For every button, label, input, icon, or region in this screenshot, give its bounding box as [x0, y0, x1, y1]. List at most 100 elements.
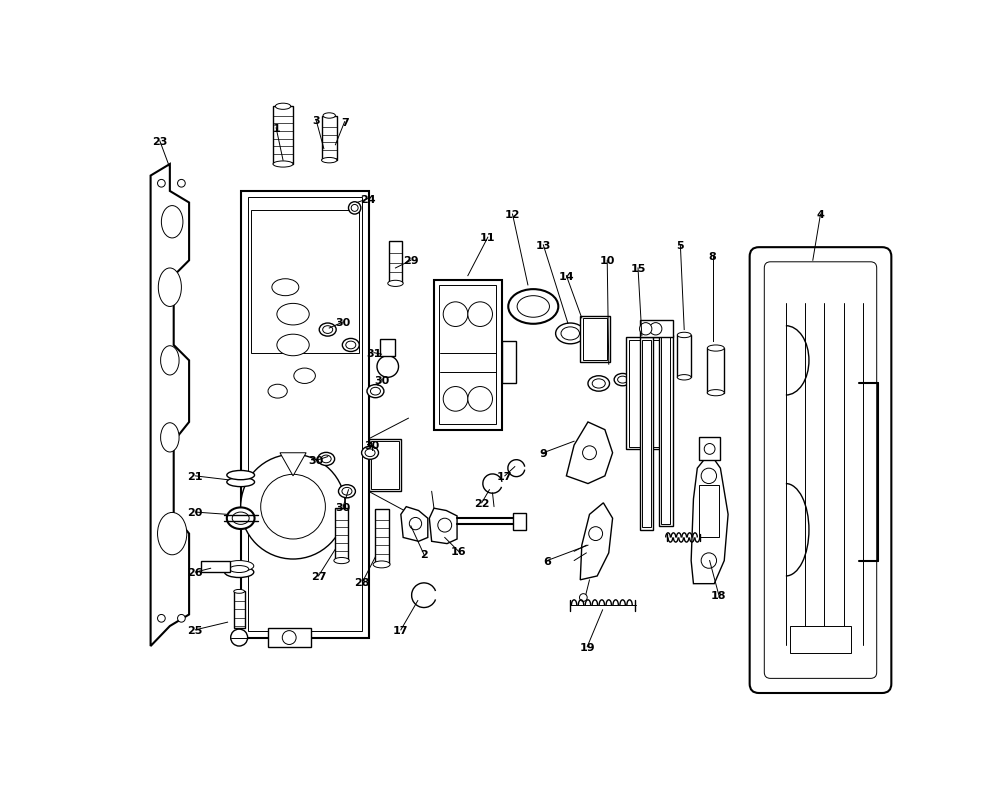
Ellipse shape: [277, 304, 309, 325]
Text: 30: 30: [374, 375, 389, 385]
Ellipse shape: [707, 345, 724, 352]
Bar: [322, 116, 337, 161]
Ellipse shape: [158, 269, 181, 307]
Bar: [677, 336, 691, 378]
Ellipse shape: [268, 385, 287, 398]
Ellipse shape: [225, 567, 254, 578]
Ellipse shape: [227, 478, 255, 487]
Text: 24: 24: [360, 194, 376, 205]
Polygon shape: [566, 422, 613, 484]
Ellipse shape: [592, 379, 605, 389]
Circle shape: [640, 324, 652, 336]
Circle shape: [468, 387, 492, 412]
Circle shape: [282, 631, 296, 645]
Ellipse shape: [517, 296, 549, 318]
Bar: [201, 561, 230, 573]
Circle shape: [589, 527, 603, 541]
Ellipse shape: [161, 423, 179, 452]
Ellipse shape: [346, 342, 356, 349]
Ellipse shape: [275, 104, 291, 110]
Circle shape: [443, 303, 468, 327]
Circle shape: [261, 475, 325, 540]
Text: 2: 2: [420, 550, 428, 560]
Text: 31: 31: [366, 349, 382, 358]
Circle shape: [443, 387, 468, 412]
Text: 27: 27: [311, 571, 326, 581]
Bar: [661, 338, 670, 524]
Text: 20: 20: [188, 507, 203, 517]
Text: 25: 25: [188, 625, 203, 635]
Bar: [502, 342, 516, 384]
Circle shape: [701, 553, 717, 569]
Ellipse shape: [334, 558, 349, 564]
Text: 17: 17: [393, 625, 409, 635]
Bar: [375, 509, 389, 565]
Ellipse shape: [707, 390, 724, 397]
Bar: [234, 592, 245, 629]
Ellipse shape: [362, 446, 379, 460]
Circle shape: [468, 303, 492, 327]
Text: 23: 23: [152, 137, 168, 147]
Text: 29: 29: [403, 256, 419, 266]
Bar: [699, 486, 719, 538]
Ellipse shape: [388, 281, 403, 287]
Ellipse shape: [272, 279, 299, 296]
Text: 30: 30: [365, 441, 380, 450]
Bar: [335, 508, 348, 560]
Ellipse shape: [273, 161, 293, 168]
Bar: [434, 280, 502, 430]
Circle shape: [701, 469, 717, 484]
Text: 16: 16: [451, 547, 466, 556]
Text: 10: 10: [600, 256, 615, 266]
Bar: [580, 316, 610, 362]
Bar: [642, 340, 651, 528]
Ellipse shape: [161, 346, 179, 376]
Text: 4: 4: [817, 210, 824, 220]
Ellipse shape: [319, 324, 336, 336]
Polygon shape: [280, 453, 306, 476]
Bar: [439, 286, 496, 425]
Circle shape: [178, 614, 185, 622]
Ellipse shape: [227, 471, 255, 480]
Ellipse shape: [677, 332, 691, 338]
Ellipse shape: [230, 566, 249, 573]
Circle shape: [583, 446, 596, 460]
Text: 21: 21: [188, 471, 203, 481]
Ellipse shape: [348, 202, 361, 214]
Ellipse shape: [618, 377, 628, 384]
Bar: [699, 438, 720, 461]
Ellipse shape: [231, 630, 248, 646]
Text: 18: 18: [711, 590, 727, 601]
Polygon shape: [401, 507, 428, 542]
Bar: [707, 349, 724, 393]
Polygon shape: [580, 503, 613, 580]
Ellipse shape: [508, 290, 558, 324]
Ellipse shape: [561, 328, 579, 340]
Bar: [273, 107, 293, 165]
Bar: [251, 211, 359, 353]
Text: 19: 19: [579, 642, 595, 652]
Ellipse shape: [677, 375, 691, 381]
Bar: [380, 340, 395, 357]
Bar: [583, 319, 607, 360]
Bar: [369, 439, 401, 491]
Bar: [248, 198, 362, 632]
Ellipse shape: [588, 377, 610, 392]
Text: 8: 8: [709, 252, 717, 262]
Ellipse shape: [227, 507, 255, 529]
Text: 30: 30: [335, 502, 351, 512]
Text: 6: 6: [543, 556, 551, 566]
Ellipse shape: [365, 450, 375, 457]
Bar: [659, 336, 673, 526]
Bar: [268, 629, 311, 647]
Bar: [389, 242, 402, 284]
Text: 13: 13: [536, 241, 551, 251]
Text: 28: 28: [355, 577, 370, 587]
Ellipse shape: [234, 589, 245, 593]
Ellipse shape: [342, 339, 359, 352]
Bar: [626, 338, 669, 450]
Text: 30: 30: [309, 456, 324, 466]
Circle shape: [158, 614, 165, 622]
Bar: [790, 626, 851, 653]
Polygon shape: [691, 453, 728, 584]
